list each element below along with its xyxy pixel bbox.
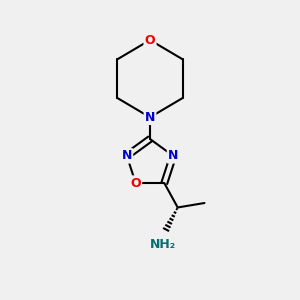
Text: N: N <box>145 111 155 124</box>
Text: N: N <box>122 149 132 162</box>
Text: O: O <box>145 34 155 46</box>
Text: O: O <box>130 177 141 190</box>
Text: N: N <box>168 149 178 162</box>
Text: NH₂: NH₂ <box>150 238 176 251</box>
